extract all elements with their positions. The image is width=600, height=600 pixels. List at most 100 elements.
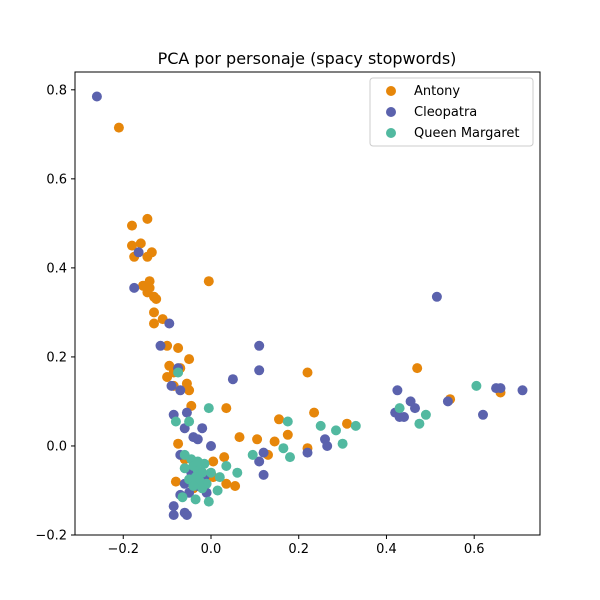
data-point-queen-margaret [184,416,195,427]
data-point-antony [127,240,137,251]
legend: Antony Cleopatra Queen Margaret [369,77,534,147]
data-point-queen-margaret [414,418,425,429]
x-tick-label: 0.6 [464,542,485,557]
data-point-queen-margaret [420,409,431,420]
data-point-antony [342,418,352,429]
chart-title: PCA por personaje (spacy stopwords) [158,49,457,68]
x-axis: −0.2 0.0 0.2 0.4 0.6 [107,535,485,557]
y-tick-label: 0.8 [46,83,67,98]
data-point-cleopatra [181,510,192,520]
data-point-antony [221,403,232,414]
data-point-queen-margaret [177,492,188,503]
data-point-cleopatra [192,434,203,445]
data-point-antony [234,432,245,443]
data-point-cleopatra [206,441,216,451]
data-point-queen-margaret [337,438,348,449]
data-point-antony [184,385,195,396]
data-point-cleopatra [410,403,420,414]
data-point-cleopatra [164,318,175,329]
data-point-cleopatra [431,291,442,302]
data-point-antony [184,354,195,365]
legend-marker-cleopatra [386,107,396,117]
data-point-queen-margaret [232,467,243,478]
x-tick-label: 0.2 [288,542,309,557]
data-point-cleopatra [133,247,144,258]
data-point-antony [151,294,162,304]
data-point-antony [309,407,320,418]
data-point-queen-margaret [278,443,289,454]
data-point-cleopatra [227,374,238,385]
data-point-antony [208,456,219,467]
data-point-antony [127,220,137,231]
data-point-cleopatra [478,409,488,420]
data-point-queen-margaret [179,463,190,474]
data-point-cleopatra [254,340,265,351]
data-point-antony [170,476,181,487]
data-point-cleopatra [258,469,269,480]
data-point-cleopatra [442,396,453,407]
data-point-queen-margaret [203,496,214,507]
data-point-cleopatra [129,282,140,293]
data-point-antony [274,414,284,425]
data-point-antony [269,436,280,447]
plot-frame [74,71,541,536]
data-point-cleopatra [91,91,102,102]
legend-box [369,77,534,147]
data-point-antony [252,434,263,445]
data-point-queen-margaret [190,494,201,505]
data-point-queen-margaret [315,420,326,431]
data-point-cleopatra [254,456,265,467]
data-point-cleopatra [168,510,179,520]
data-point-cleopatra [517,385,528,396]
data-point-antony [162,372,173,382]
data-point-cleopatra [258,447,269,458]
y-tick-label: 0.0 [46,439,67,454]
data-point-cleopatra [168,501,179,512]
data-point-queen-margaret [221,461,232,471]
data-point-queen-margaret [471,380,482,391]
data-point-cleopatra [399,412,409,422]
data-point-antony [282,429,293,440]
data-point-queen-margaret [212,485,223,496]
data-point-cleopatra [181,407,192,418]
data-point-cleopatra [322,441,333,451]
points-layer [91,91,528,520]
legend-label-antony: Antony [414,84,460,99]
legend-marker-queen-margaret [386,128,396,138]
data-point-cleopatra [495,383,506,394]
data-point-queen-margaret [214,472,225,483]
data-point-queen-margaret [394,403,405,414]
data-point-antony [149,318,159,329]
x-tick-label: −0.2 [107,542,139,557]
data-point-queen-margaret [192,456,203,467]
legend-marker-antony [386,86,396,96]
data-point-antony [173,343,184,353]
data-point-cleopatra [166,380,177,391]
data-point-queen-margaret [197,483,208,494]
data-point-queen-margaret [282,416,293,427]
data-point-queen-margaret [206,467,216,478]
data-point-queen-margaret [170,416,181,427]
data-point-queen-margaret [188,481,199,491]
data-point-antony [219,452,230,463]
data-point-cleopatra [254,365,265,376]
legend-label-queen-margaret: Queen Margaret [414,126,520,141]
data-point-antony [302,367,313,378]
data-point-antony [135,238,146,249]
data-point-antony [142,251,153,262]
y-tick-label: 0.4 [46,261,67,276]
data-point-queen-margaret [203,403,214,414]
data-point-cleopatra [392,385,403,396]
data-point-antony [230,481,241,491]
data-point-antony [142,213,153,224]
data-point-queen-margaret [331,425,341,436]
y-axis: −0.2 0.0 0.2 0.4 0.6 0.8 [35,83,75,544]
data-point-antony [173,438,184,449]
x-tick-label: 0.0 [201,542,222,557]
data-point-antony [221,478,232,489]
data-point-antony [149,307,159,318]
data-point-cleopatra [197,423,208,434]
series-antony [113,122,506,494]
data-point-queen-margaret [350,420,361,431]
